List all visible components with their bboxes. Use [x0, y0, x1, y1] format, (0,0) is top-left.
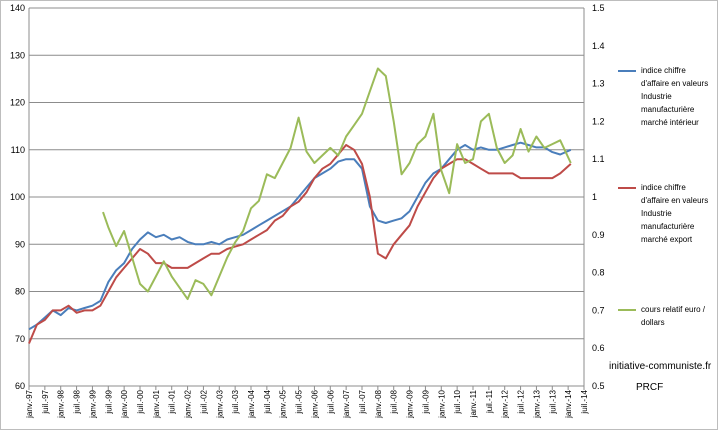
- y2-tick-label: 1.3: [592, 79, 605, 89]
- y-tick-label: 60: [15, 381, 25, 391]
- x-tick-label: juil.-05: [295, 389, 304, 414]
- x-tick-label: janv.-11: [469, 389, 478, 418]
- series-line-0: [28, 141, 572, 331]
- series-line-1: [28, 144, 572, 344]
- y-tick-label: 120: [10, 98, 25, 108]
- x-tick-label: juil.-06: [326, 389, 335, 414]
- legend-label-export: indice chiffre d'affaire en valeurs Indu…: [641, 183, 709, 244]
- x-tick-label: juil.-04: [263, 389, 272, 414]
- legend-swatch-exchange-rate: [618, 309, 636, 311]
- y2-tick-label: 0.8: [592, 268, 605, 278]
- y-tick-label: 130: [10, 50, 25, 60]
- x-tick-label: janv.-97: [25, 389, 34, 418]
- x-tick-label: janv.-06: [310, 389, 319, 418]
- x-tick-label: janv.-00: [120, 389, 129, 418]
- y2-tick-label: 1.1: [592, 154, 605, 164]
- x-tick-label: juil.-09: [421, 389, 430, 414]
- x-tick-label: janv.-04: [247, 389, 256, 418]
- x-tick-label: juil.-00: [136, 389, 145, 414]
- y2-tick-label: 1.2: [592, 116, 605, 126]
- x-tick-label: juil.-02: [199, 389, 208, 414]
- x-tick-label: janv.-99: [88, 389, 97, 418]
- y2-tick-label: 0.9: [592, 230, 605, 240]
- y2-tick-label: 1.4: [592, 41, 605, 51]
- x-tick-label: juil.-01: [168, 389, 177, 414]
- legend-item-exchange-rate: cours relatif euro / dollars: [618, 303, 710, 333]
- y2-tick-label: 0.7: [592, 305, 605, 315]
- y-tick-label: 70: [15, 334, 25, 344]
- x-tick-label: juil.-03: [231, 389, 240, 414]
- x-tick-label: juil.-12: [517, 389, 526, 414]
- y2-tick-label: 1: [592, 192, 597, 202]
- x-tick-label: janv.-03: [215, 389, 224, 418]
- legend-item-export: indice chiffre d'affaire en valeurs Indu…: [618, 181, 710, 251]
- x-tick-label: juil.-10: [453, 389, 462, 414]
- x-tick-label: janv.-01: [152, 389, 161, 418]
- legend-label-exchange-rate: cours relatif euro / dollars: [641, 305, 706, 327]
- x-tick-label: juil.-14: [580, 389, 589, 414]
- x-tick-label: janv.-13: [532, 389, 541, 418]
- y-tick-label: 140: [10, 3, 25, 13]
- x-tick-label: juil.-99: [104, 389, 113, 414]
- x-tick-label: janv.-98: [57, 389, 66, 418]
- y2-tick-label: 0.5: [592, 381, 605, 391]
- legend-item-domestic: indice chiffre d'affaire en valeurs Indu…: [618, 64, 710, 134]
- x-tick-label: janv.-10: [437, 389, 446, 418]
- watermark-text: initiative-communiste.fr: [609, 361, 712, 372]
- y2-tick-label: 0.6: [592, 343, 605, 353]
- x-tick-label: janv.-02: [184, 389, 193, 418]
- x-tick-label: juil.-08: [390, 389, 399, 414]
- x-tick-label: janv.-14: [564, 389, 573, 418]
- x-tick-label: janv.-05: [279, 389, 288, 418]
- y2-tick-label: 1.5: [592, 3, 605, 13]
- x-tick-label: juil.-11: [485, 389, 494, 414]
- legend-label-domestic: indice chiffre d'affaire en valeurs Indu…: [641, 66, 709, 127]
- legend-swatch-export: [618, 187, 636, 189]
- x-tick-label: janv.-09: [406, 389, 415, 418]
- y-tick-label: 80: [15, 287, 25, 297]
- x-tick-label: juil.-07: [358, 389, 367, 414]
- x-tick-label: juil.-13: [548, 389, 557, 414]
- x-tick-label: janv.-08: [374, 389, 383, 418]
- x-tick-label: janv.-07: [342, 389, 351, 418]
- y-tick-label: 100: [10, 192, 25, 202]
- x-tick-label: juil.-97: [41, 389, 50, 414]
- y-tick-label: 110: [11, 145, 25, 155]
- x-tick-label: juil.-98: [73, 389, 82, 414]
- brand-label: PRCF: [636, 382, 664, 393]
- series-line-2: [102, 67, 572, 301]
- legend-swatch-domestic: [618, 70, 636, 72]
- x-tick-label: janv.-12: [501, 389, 510, 418]
- y-tick-label: 90: [15, 239, 25, 249]
